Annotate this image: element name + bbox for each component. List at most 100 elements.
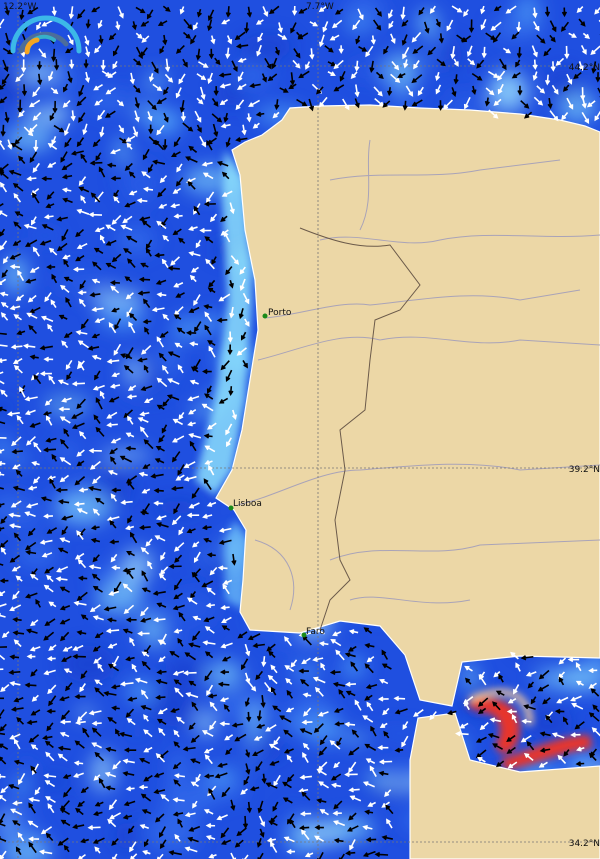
current-arrow	[105, 785, 116, 791]
alboran-eddy	[465, 689, 592, 770]
current-arrow	[16, 330, 26, 336]
current-arrow	[94, 370, 101, 381]
current-arrow	[0, 421, 6, 425]
current-arrow	[365, 837, 377, 843]
current-arrow	[259, 828, 265, 838]
current-arrow	[80, 318, 89, 330]
current-arrow	[595, 72, 600, 83]
speed-patch	[344, 0, 381, 27]
current-arrow	[327, 61, 337, 67]
current-arrow	[107, 470, 118, 476]
speed-patch	[98, 304, 147, 330]
current-arrow	[143, 364, 149, 373]
city-porto[interactable]: Porto	[262, 308, 292, 319]
current-arrow	[333, 59, 344, 70]
current-arrow	[137, 357, 148, 363]
current-arrow	[76, 137, 85, 148]
current-arrow	[9, 523, 21, 529]
current-arrow	[110, 285, 120, 294]
current-arrow	[173, 136, 181, 148]
current-arrow	[190, 758, 201, 764]
current-arrow	[574, 721, 585, 730]
current-arrow	[199, 86, 206, 100]
current-arrow	[194, 321, 202, 333]
current-arrow	[126, 717, 136, 726]
current-arrow	[82, 727, 90, 738]
current-arrow	[29, 151, 38, 163]
current-arrow	[0, 723, 7, 732]
current-arrow	[374, 851, 389, 858]
current-arrow	[487, 70, 499, 78]
current-arrow	[143, 729, 153, 738]
current-arrow	[9, 253, 21, 260]
current-arrow	[363, 627, 373, 634]
current-arrow	[46, 708, 56, 714]
current-arrow	[94, 846, 101, 854]
city-lisboa[interactable]: Lisboa	[228, 499, 262, 511]
current-arrow	[65, 47, 74, 54]
current-arrow	[146, 9, 154, 20]
current-arrow	[117, 6, 124, 19]
current-arrow	[140, 793, 152, 802]
current-arrow	[240, 658, 249, 671]
current-arrow	[453, 58, 459, 67]
current-arrow	[27, 6, 39, 15]
current-arrow	[203, 201, 216, 207]
current-arrow	[0, 344, 8, 347]
current-arrow	[99, 390, 105, 399]
current-arrow	[141, 35, 150, 43]
current-arrow	[112, 60, 118, 70]
current-arrow	[524, 111, 533, 119]
current-arrow	[45, 796, 56, 804]
current-arrow	[126, 142, 133, 150]
current-arrow	[549, 110, 559, 122]
current-arrow	[93, 83, 103, 91]
current-arrow	[76, 508, 88, 515]
current-arrow	[140, 704, 152, 711]
current-arrow	[133, 58, 142, 66]
speed-patch	[95, 583, 144, 615]
current-arrow	[91, 354, 102, 360]
current-arrow	[142, 850, 151, 855]
current-arrow	[202, 513, 213, 519]
current-arrow	[241, 331, 247, 341]
current-arrow	[141, 171, 151, 179]
current-arrow	[189, 341, 199, 347]
current-arrow	[293, 48, 301, 59]
current-arrow	[581, 111, 590, 124]
current-arrow	[59, 719, 71, 725]
current-arrow	[435, 72, 441, 82]
current-arrow	[544, 74, 551, 86]
current-arrow	[91, 720, 102, 726]
current-arrow	[77, 289, 87, 296]
current-arrow	[411, 99, 423, 107]
current-arrow	[128, 321, 136, 334]
current-arrows	[0, 5, 600, 859]
current-arrow	[88, 564, 102, 570]
current-arrow	[156, 602, 167, 608]
current-arrow	[127, 258, 136, 268]
current-arrow	[285, 677, 293, 685]
current-arrow	[125, 656, 135, 662]
current-arrow	[183, 670, 197, 676]
current-arrow	[43, 773, 57, 779]
current-arrow	[173, 314, 182, 320]
current-arrow	[464, 665, 473, 672]
current-arrow	[348, 761, 357, 774]
current-arrow	[78, 176, 87, 187]
current-arrow	[44, 566, 54, 574]
lon-label-mid: 7.7°W	[306, 2, 334, 12]
current-arrow	[168, 850, 182, 856]
current-arrow	[383, 730, 390, 739]
current-arrow	[575, 662, 582, 672]
current-arrow	[301, 719, 313, 725]
current-arrow	[61, 340, 69, 349]
current-arrow	[171, 451, 181, 463]
current-arrow	[304, 852, 314, 858]
current-arrow	[85, 46, 91, 58]
city-faro[interactable]: Faro	[301, 627, 326, 638]
current-arrow	[188, 642, 201, 648]
current-arrow	[211, 113, 223, 123]
current-arrow	[195, 773, 201, 783]
